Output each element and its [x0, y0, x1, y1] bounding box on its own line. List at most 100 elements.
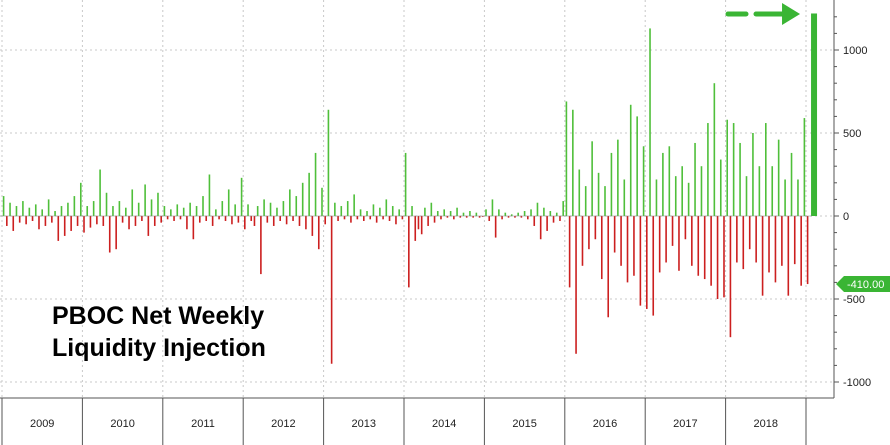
bar-0-245 — [790, 152, 793, 216]
bar-0-54 — [176, 204, 179, 216]
bar-0-127 — [411, 206, 413, 216]
bar-0-175 — [565, 101, 568, 216]
bar-0-142 — [459, 216, 462, 218]
bar-0-205 — [662, 152, 664, 216]
bar-0-202 — [652, 216, 655, 316]
bar-0-16 — [54, 211, 56, 216]
bar-0-55 — [179, 216, 182, 220]
bar-0-237 — [765, 123, 767, 216]
bar-0-59 — [192, 216, 195, 240]
bar-0-218 — [703, 216, 706, 280]
bar-0-188 — [607, 216, 610, 318]
bar-0-25 — [83, 216, 85, 233]
bar-0-178 — [575, 216, 577, 354]
bar-0-179 — [578, 169, 581, 216]
bar-0-229 — [739, 142, 741, 216]
bar-0-26 — [86, 206, 89, 216]
bar-0-240 — [774, 216, 777, 283]
x-year-label-2011: 2011 — [191, 418, 215, 430]
bar-0-180 — [581, 216, 584, 266]
bar-0-140 — [453, 216, 455, 220]
bar-0-29 — [96, 216, 98, 225]
bar-0-226 — [729, 216, 732, 338]
bar-0-131 — [424, 207, 426, 216]
bar-0-3 — [12, 216, 15, 231]
bar-0-236 — [761, 216, 764, 296]
bar-0-52 — [170, 209, 172, 216]
bar-0-33 — [108, 216, 111, 253]
bar-0-63 — [205, 216, 208, 221]
x-year-label-2010: 2010 — [110, 418, 134, 430]
bar-0-113 — [366, 211, 368, 216]
bar-0-172 — [555, 212, 558, 216]
bar-0-189 — [610, 152, 613, 216]
bar-0-86 — [279, 216, 281, 221]
bar-0-76 — [247, 204, 249, 216]
bar-0-165 — [533, 216, 536, 226]
bar-0-35 — [115, 216, 117, 250]
bar-0-123 — [398, 209, 400, 216]
bar-0-156 — [504, 212, 507, 216]
bar-0-173 — [559, 216, 561, 221]
bar-0-121 — [391, 206, 394, 216]
bar-0-119 — [385, 199, 388, 216]
bar-0-41 — [134, 216, 137, 226]
bar-0-186 — [600, 216, 603, 280]
bar-0-130 — [420, 216, 423, 235]
bar-0-230 — [742, 216, 745, 270]
bar-0-64 — [208, 174, 211, 216]
bar-0-250 — [806, 216, 809, 285]
bar-0-24 — [79, 182, 82, 216]
bar-0-147 — [475, 212, 478, 216]
bar-0-222 — [716, 216, 719, 299]
bar-0-148 — [478, 216, 481, 218]
bar-0-134 — [433, 216, 436, 223]
bar-0-93 — [301, 182, 304, 216]
bar-0-6 — [22, 201, 24, 216]
bar-0-74 — [240, 177, 243, 216]
bar-0-223 — [719, 159, 722, 216]
bar-0-233 — [752, 133, 754, 216]
bar-0-83 — [269, 202, 272, 216]
bar-0-2 — [9, 202, 11, 216]
x-year-label-2018: 2018 — [754, 418, 778, 430]
bar-0-18 — [60, 206, 63, 216]
bar-0-77 — [250, 216, 253, 221]
x-axis: 2009 2010 2011 2012 2013 2014 2015 2016 2017 2018 — [0, 397, 834, 445]
bar-0-191 — [617, 139, 619, 216]
bar-0-15 — [51, 216, 53, 223]
bar-0-65 — [211, 216, 214, 226]
bar-0-84 — [272, 216, 275, 226]
bar-0-126 — [408, 216, 410, 288]
bar-0-182 — [588, 216, 590, 250]
bar-0-219 — [707, 123, 709, 216]
gridlines — [0, 0, 834, 398]
bar-0-102 — [330, 216, 333, 364]
bar-0-211 — [681, 166, 683, 216]
bar-0-122 — [395, 216, 397, 225]
last-value-label-bg — [836, 276, 890, 293]
bar-0-159 — [514, 216, 516, 218]
bar-0-138 — [446, 216, 449, 218]
bar-0-88 — [285, 216, 288, 225]
bar-0-203 — [655, 179, 658, 216]
bar-0-174 — [562, 201, 564, 216]
bar-0-30 — [99, 169, 101, 216]
bar-0-136 — [440, 216, 442, 220]
bar-0-155 — [501, 216, 503, 220]
bar-0-117 — [379, 207, 381, 216]
chart-title-line-1: PBOC Net Weekly — [52, 302, 265, 330]
bar-0-120 — [388, 216, 391, 221]
bar-0-109 — [353, 194, 355, 216]
bar-0-94 — [305, 216, 307, 230]
bar-0-200 — [646, 216, 648, 309]
bar-0-47 — [153, 216, 156, 226]
bar-0-232 — [748, 216, 751, 250]
bar-0-61 — [198, 216, 201, 223]
bar-0-137 — [443, 209, 445, 216]
bar-0-50 — [163, 206, 166, 216]
bar-0-103 — [334, 202, 336, 216]
bar-0-107 — [346, 201, 349, 216]
last-value-label: -410.00 — [836, 276, 890, 293]
bar-0-151 — [488, 216, 491, 221]
